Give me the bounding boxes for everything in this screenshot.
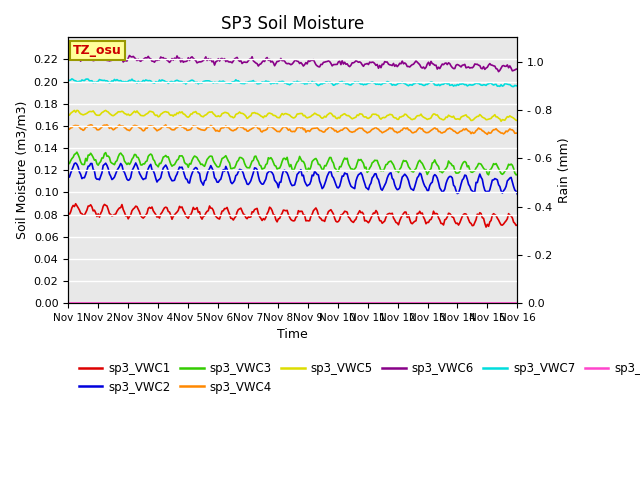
Line: sp3_VWC5: sp3_VWC5 <box>68 110 517 121</box>
sp3_VWC6 <box>490 63 497 69</box>
sp3_Rain <box>120 300 127 306</box>
sp3_VWC3 <box>200 163 207 168</box>
Y-axis label: Rain (mm): Rain (mm) <box>558 137 571 203</box>
sp3_VWC2 <box>64 174 72 180</box>
sp3_VWC2 <box>513 191 521 197</box>
Line: sp3_VWC3: sp3_VWC3 <box>68 152 517 175</box>
sp3_VWC1 <box>491 212 499 217</box>
sp3_Rain <box>213 300 221 306</box>
Legend: sp3_VWC1, sp3_VWC2, sp3_VWC3, sp3_VWC4, sp3_VWC5, sp3_VWC6, sp3_VWC7, sp3_Rain: sp3_VWC1, sp3_VWC2, sp3_VWC3, sp3_VWC4, … <box>74 357 640 398</box>
sp3_VWC4 <box>491 127 499 132</box>
X-axis label: Time: Time <box>277 328 308 341</box>
sp3_VWC4 <box>513 130 521 136</box>
Line: sp3_VWC1: sp3_VWC1 <box>68 204 517 227</box>
sp3_VWC4 <box>200 127 207 133</box>
sp3_VWC7 <box>200 79 207 84</box>
sp3_VWC1 <box>482 224 490 230</box>
sp3_VWC5 <box>214 113 222 119</box>
sp3_VWC3 <box>64 161 72 167</box>
sp3_VWC2 <box>214 180 222 185</box>
sp3_VWC3 <box>73 149 81 155</box>
sp3_VWC7 <box>513 83 521 89</box>
sp3_VWC3 <box>490 161 497 167</box>
sp3_Rain <box>260 300 268 306</box>
sp3_VWC7 <box>214 80 222 85</box>
sp3_VWC4 <box>120 125 128 131</box>
sp3_VWC2 <box>262 176 269 182</box>
sp3_VWC6 <box>214 56 222 61</box>
sp3_VWC5 <box>73 108 81 113</box>
sp3_VWC7 <box>68 76 76 82</box>
sp3_VWC5 <box>200 114 207 120</box>
sp3_Rain <box>198 300 206 306</box>
sp3_VWC1 <box>72 201 79 206</box>
sp3_VWC3 <box>513 171 521 177</box>
sp3_VWC3 <box>222 153 230 158</box>
sp3_VWC1 <box>222 206 230 212</box>
sp3_VWC7 <box>120 79 128 85</box>
sp3_VWC3 <box>512 172 520 178</box>
Line: sp3_VWC2: sp3_VWC2 <box>68 163 517 194</box>
sp3_VWC1 <box>64 211 72 216</box>
sp3_VWC7 <box>262 78 269 84</box>
sp3_VWC5 <box>513 118 521 123</box>
sp3_VWC7 <box>64 78 72 84</box>
Text: TZ_osu: TZ_osu <box>73 44 122 57</box>
Line: sp3_VWC4: sp3_VWC4 <box>68 125 517 134</box>
sp3_Rain <box>513 300 521 306</box>
sp3_VWC4 <box>262 127 269 133</box>
sp3_VWC5 <box>222 109 230 115</box>
sp3_VWC5 <box>262 114 269 120</box>
sp3_VWC3 <box>262 162 269 168</box>
sp3_VWC6 <box>120 58 128 64</box>
sp3_VWC1 <box>120 209 128 215</box>
sp3_VWC6 <box>495 69 502 74</box>
sp3_Rain <box>488 300 496 306</box>
sp3_VWC3 <box>120 158 128 164</box>
sp3_VWC2 <box>490 177 497 183</box>
Y-axis label: Soil Moisture (m3/m3): Soil Moisture (m3/m3) <box>15 101 28 240</box>
sp3_VWC6 <box>262 56 269 61</box>
sp3_VWC1 <box>262 215 269 220</box>
sp3_VWC2 <box>222 164 230 169</box>
sp3_VWC5 <box>64 112 72 118</box>
sp3_VWC6 <box>222 59 230 64</box>
sp3_VWC1 <box>200 214 207 219</box>
sp3_VWC5 <box>490 113 497 119</box>
sp3_VWC7 <box>222 80 230 86</box>
sp3_VWC2 <box>132 160 140 166</box>
sp3_VWC1 <box>513 222 521 228</box>
sp3_VWC7 <box>490 82 497 88</box>
sp3_VWC4 <box>222 123 230 129</box>
sp3_VWC3 <box>214 164 222 170</box>
sp3_VWC6 <box>200 58 207 63</box>
sp3_VWC4 <box>483 132 491 137</box>
Line: sp3_VWC7: sp3_VWC7 <box>68 79 517 86</box>
sp3_VWC6 <box>84 50 92 56</box>
sp3_VWC1 <box>214 216 222 221</box>
sp3_VWC6 <box>64 53 72 59</box>
Title: SP3 Soil Moisture: SP3 Soil Moisture <box>221 15 364 33</box>
sp3_VWC6 <box>513 66 521 72</box>
sp3_VWC4 <box>214 128 222 134</box>
sp3_Rain <box>64 300 72 306</box>
sp3_Rain <box>221 300 228 306</box>
sp3_VWC7 <box>509 84 517 89</box>
Line: sp3_VWC6: sp3_VWC6 <box>68 53 517 72</box>
sp3_VWC4 <box>64 127 72 132</box>
sp3_VWC5 <box>120 110 128 116</box>
sp3_VWC2 <box>200 182 207 188</box>
sp3_VWC2 <box>120 168 127 174</box>
sp3_VWC4 <box>87 122 95 128</box>
sp3_VWC5 <box>497 119 505 124</box>
